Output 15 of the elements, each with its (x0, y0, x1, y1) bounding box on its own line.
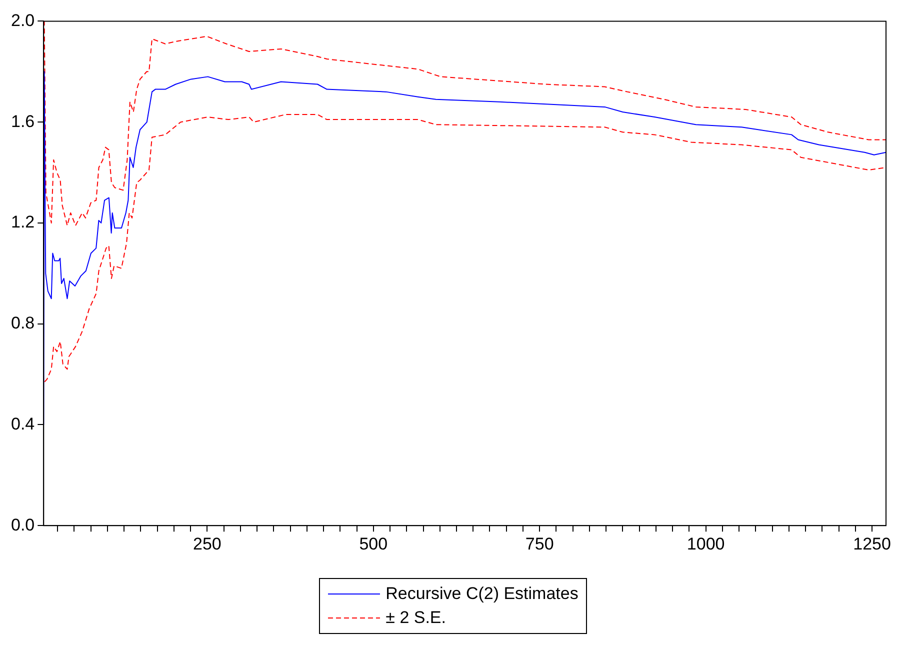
x-tick-label: 1250 (853, 534, 891, 554)
y-tick-label: 0.4 (10, 414, 35, 434)
y-tick-label: 1.6 (10, 112, 35, 131)
y-tick-label: 2.0 (10, 10, 35, 30)
x-tick-label: 1000 (686, 534, 725, 554)
legend-label: ± 2 S.E. (386, 607, 446, 629)
line-series (44, 21, 886, 226)
x-tick-label: 750 (525, 534, 554, 554)
legend-label: Recursive C(2) Estimates (386, 583, 578, 605)
x-tick-label: 250 (193, 534, 222, 554)
y-tick-label: 0.8 (10, 314, 35, 333)
y-tick-label: 1.2 (10, 212, 35, 232)
x-tick-label: 500 (359, 534, 388, 554)
line-series (44, 114, 886, 382)
y-tick-label: 0.0 (10, 515, 35, 534)
